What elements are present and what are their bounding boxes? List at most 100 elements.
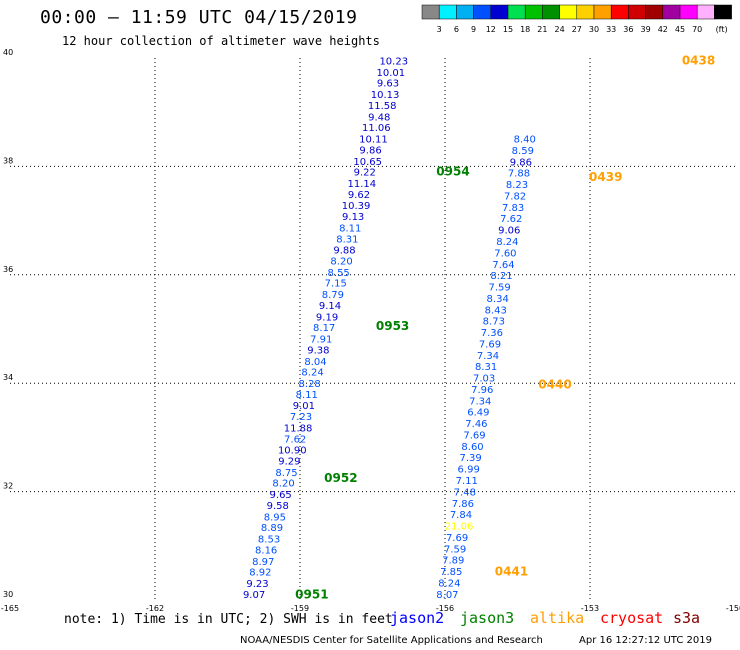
wave-height-value: 10.90 (278, 446, 307, 457)
wave-height-value: 11.88 (284, 423, 313, 434)
color-scale-bar: 3 6 9 12 15 18 21 24 27 30 33 36 39 42 45 70 (ft) (421, 4, 732, 34)
wave-height-value: 8.24 (438, 578, 460, 589)
wave-height-value: 7.46 (465, 419, 487, 430)
pass-time-label: 0441 (495, 565, 528, 579)
data-point-layer: 9.079.238.928.978.168.538.898.959.589.65… (243, 57, 536, 601)
wave-height-value: 8.21 (490, 271, 512, 282)
wave-height-value: 7.64 (492, 260, 514, 271)
wave-height-value: 8.43 (485, 305, 507, 316)
wave-height-value: 7.86 (452, 499, 474, 510)
wave-height-value: 9.22 (354, 168, 376, 179)
wave-height-value: 6.99 (458, 465, 480, 476)
wave-height-value: 10.13 (371, 90, 400, 101)
scale-unit: (ft) (716, 25, 728, 34)
wave-height-value: 9.23 (246, 579, 268, 590)
legend-jason3: jason3 (460, 609, 515, 627)
wave-height-value: 7.11 (456, 476, 478, 487)
x-tick-label: -153 (581, 604, 599, 613)
wave-height-value: 10.39 (342, 201, 371, 212)
pass-time-label: 0440 (538, 378, 571, 392)
x-tick-label: -165 (1, 604, 19, 613)
wave-height-value: 10.23 (379, 57, 408, 68)
wave-height-value: 7.85 (440, 567, 462, 578)
y-tick-label: 36 (3, 265, 13, 274)
legend-altika: altika (530, 609, 585, 627)
wave-height-value: 9.65 (270, 490, 292, 501)
time-label-layer: 0951 0952 0953 0954 0441 0440 0439 0438 (295, 54, 715, 602)
scale-label: 6 (454, 25, 459, 34)
wave-height-value: 8.40 (514, 135, 536, 146)
wave-height-value: 8.89 (261, 523, 283, 534)
wave-height-value: 7.88 (508, 169, 530, 180)
wave-height-value: 10.01 (377, 68, 406, 79)
wave-height-value: 8.92 (249, 568, 271, 579)
wave-height-value: 7.96 (471, 385, 493, 396)
scale-label: 9 (471, 25, 476, 34)
wave-height-value: 9.48 (368, 112, 390, 123)
legend-jason2: jason2 (390, 609, 445, 627)
scale-label: 70 (692, 25, 702, 34)
scale-label: 42 (658, 25, 668, 34)
scale-label: 12 (486, 25, 496, 34)
wave-height-value: 7.91 (310, 335, 332, 346)
wave-height-value: 9.19 (316, 312, 338, 323)
wave-height-value: 7.03 (473, 374, 495, 385)
wave-height-value: 8.20 (330, 257, 352, 268)
wave-height-value: 9.29 (278, 457, 300, 468)
scale-label: 45 (675, 25, 685, 34)
scale-swatch (714, 4, 732, 20)
scale-label: 18 (520, 25, 530, 34)
wave-height-value: 7.48 (454, 487, 476, 498)
wave-height-value: 8.23 (506, 180, 528, 191)
scale-label: 24 (555, 25, 565, 34)
wave-height-value: 9.01 (293, 401, 315, 412)
x-tick-label: -162 (146, 604, 164, 613)
scale-label: 30 (589, 25, 599, 34)
x-tick-label: -159 (291, 604, 309, 613)
wave-height-value: 8.04 (304, 357, 326, 368)
wave-height-value: 7.23 (290, 412, 312, 423)
wave-height-value: 9.07 (243, 590, 265, 601)
wave-height-value: 6.49 (467, 408, 489, 419)
wave-height-value: 8.73 (483, 317, 505, 328)
wave-height-value: 8.11 (296, 390, 318, 401)
y-tick-label: 38 (3, 156, 13, 165)
pass-time-label: 0954 (436, 165, 469, 179)
wave-height-value: 8.31 (336, 234, 358, 245)
scale-label: 15 (503, 25, 513, 34)
wave-height-value: 7.34 (469, 396, 491, 407)
wave-height-value: 8.97 (252, 557, 274, 568)
axis-layer: -165 -162 -159 -156 -153 -150 30 32 34 36 38 40 (1, 48, 740, 613)
page-subtitle: 12 hour collection of altimeter wave hei… (62, 34, 380, 48)
pass-time-label: 0953 (376, 319, 409, 333)
wave-height-value: 7.39 (459, 453, 481, 464)
wave-height-value: 21.06 (445, 522, 474, 533)
wave-height-value: 8.95 (264, 512, 286, 523)
wave-height-value: 7.69 (479, 339, 501, 350)
wave-height-value: 7.89 (442, 556, 464, 567)
y-tick-label: 32 (3, 482, 13, 491)
wave-height-value: 7.60 (494, 248, 516, 259)
scale-label: 27 (572, 25, 582, 34)
wave-height-value: 7.36 (481, 328, 503, 339)
wave-height-value: 7.59 (488, 283, 510, 294)
wave-height-value: 7.34 (477, 351, 499, 362)
wave-height-value: 8.20 (272, 479, 294, 490)
wave-height-value: 8.59 (512, 146, 534, 157)
wave-height-value: 8.24 (301, 368, 323, 379)
wave-height-value: 7.69 (463, 430, 485, 441)
wave-height-value: 8.55 (328, 268, 350, 279)
wave-height-value: 9.13 (342, 212, 364, 223)
wave-height-value: 8.53 (258, 535, 280, 546)
wave-height-value: 7.84 (450, 510, 472, 521)
pass-time-label: 0439 (589, 170, 622, 184)
wave-height-value: 7.69 (446, 533, 468, 544)
wave-height-value: 11.58 (368, 101, 397, 112)
wave-height-value: 10.65 (353, 157, 382, 168)
wave-height-value: 11.06 (362, 123, 391, 134)
legend-s3a: s3a (673, 609, 701, 627)
pass-time-label: 0951 (295, 587, 328, 601)
legend-cryosat: cryosat (600, 609, 664, 627)
wave-height-value: 8.75 (275, 468, 297, 479)
